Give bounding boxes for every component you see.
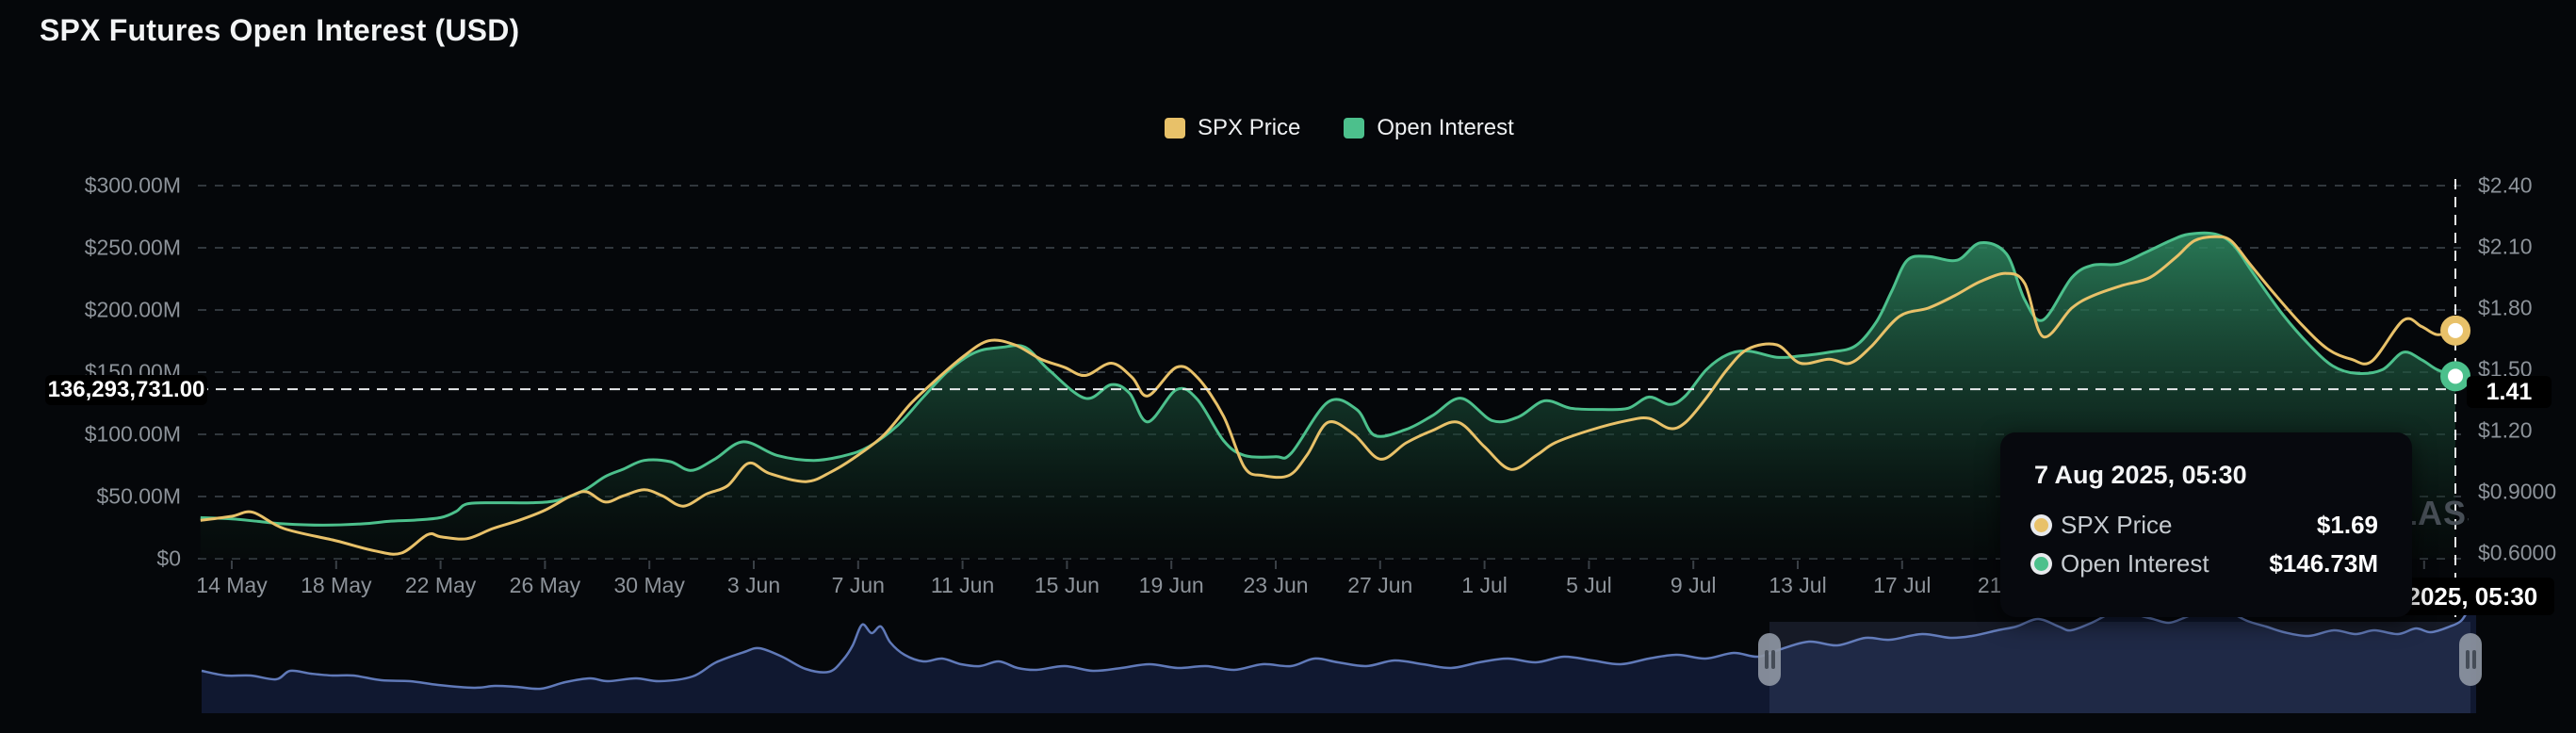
tooltip: 7 Aug 2025, 05:30 SPX Price $1.69 Open I… (2000, 432, 2412, 617)
tooltip-row-open-interest: Open Interest $146.73M (2034, 549, 2378, 578)
x-axis-tick: 9 Jul (1670, 573, 1717, 597)
legend-item-open-interest[interactable]: Open Interest (1344, 115, 1514, 141)
open-interest-swatch-icon (1344, 118, 1365, 138)
legend: SPX Price Open Interest (1165, 115, 1514, 141)
spx-price-swatch-icon (1165, 118, 1185, 138)
tooltip-row-label: Open Interest (2061, 549, 2209, 578)
x-axis-tick: 5 Jul (1566, 573, 1612, 597)
right-axis-tick: $2.40 (2478, 172, 2533, 198)
open-interest-dot-icon (2034, 557, 2048, 571)
end-markers (2440, 315, 2471, 392)
legend-label: SPX Price (1198, 115, 1301, 140)
right-axis-tick: $1.20 (2478, 417, 2533, 443)
tooltip-row-spx-price: SPX Price $1.69 (2034, 511, 2378, 540)
right-axis-tick: $2.10 (2478, 234, 2533, 259)
x-axis-tick: 22 May (404, 573, 477, 597)
left-axis-tick: $50.00M (96, 483, 181, 509)
crosshair (198, 179, 2461, 617)
x-axis-tick: 11 Jun (930, 573, 995, 597)
x-axis-tick: 18 May (301, 573, 372, 597)
x-axis-tick: 30 May (613, 573, 685, 597)
tooltip-row-label: SPX Price (2061, 511, 2173, 539)
spx-price-end-marker (2440, 315, 2471, 346)
right-axis-tick: $1.80 (2478, 295, 2533, 320)
x-axis-tick: 23 Jun (1243, 573, 1309, 597)
left-axis-tick: $200.00M (84, 297, 181, 322)
page-title: SPX Futures Open Interest (USD) (40, 13, 520, 47)
left-axis-tick: $300.00M (84, 172, 181, 198)
legend-item-spx-price[interactable]: SPX Price (1165, 115, 1300, 141)
navigator-selection[interactable] (1769, 622, 2470, 713)
left-axis-tick: $250.00M (84, 235, 181, 260)
open-interest-area (200, 233, 2455, 559)
x-axis-tick: 14 May (196, 573, 268, 597)
x-axis-tick: 3 Jun (726, 573, 781, 597)
spx-price-dot-icon (2034, 518, 2048, 532)
legend-label: Open Interest (1377, 115, 1514, 140)
x-axis-tick: 15 Jun (1034, 573, 1100, 597)
right-axis-tick: $0.9000 (2478, 479, 2557, 504)
tooltip-row-value: $146.73M (2269, 549, 2378, 578)
x-axis-tick: 1 Jul (1461, 573, 1508, 597)
open-interest-line (200, 231, 2456, 527)
crosshair-price-value-label: 1.41 (2467, 376, 2552, 408)
x-axis-tick: 26 May (509, 573, 581, 597)
crosshair-oi-value-label: 136,293,731.00 (45, 375, 207, 405)
right-axis-tick: $0.6000 (2478, 540, 2557, 565)
navigator-handle-right[interactable] (2459, 633, 2482, 686)
navigator-area (202, 606, 2476, 713)
navigator (201, 605, 2482, 713)
navigator-handle-left[interactable] (1758, 633, 1781, 686)
spx-price-line (200, 235, 2456, 556)
navigator-line (201, 605, 2477, 691)
x-axis-tick: 19 Jun (1138, 573, 1204, 597)
tooltip-row-value: $1.69 (2316, 511, 2378, 539)
left-axis-tick: $100.00M (84, 421, 181, 447)
x-axis-tick: 13 Jul (1769, 573, 1827, 597)
series (200, 231, 2456, 559)
x-axis-tick: 27 Jun (1347, 573, 1413, 597)
tooltip-date: 7 Aug 2025, 05:30 (2034, 461, 2247, 489)
x-axis-tick: 17 Jul (1873, 573, 1932, 597)
open-interest-end-marker (2440, 361, 2471, 392)
left-axis-tick: $0 (156, 546, 181, 571)
x-axis-tick: 7 Jun (831, 573, 885, 597)
